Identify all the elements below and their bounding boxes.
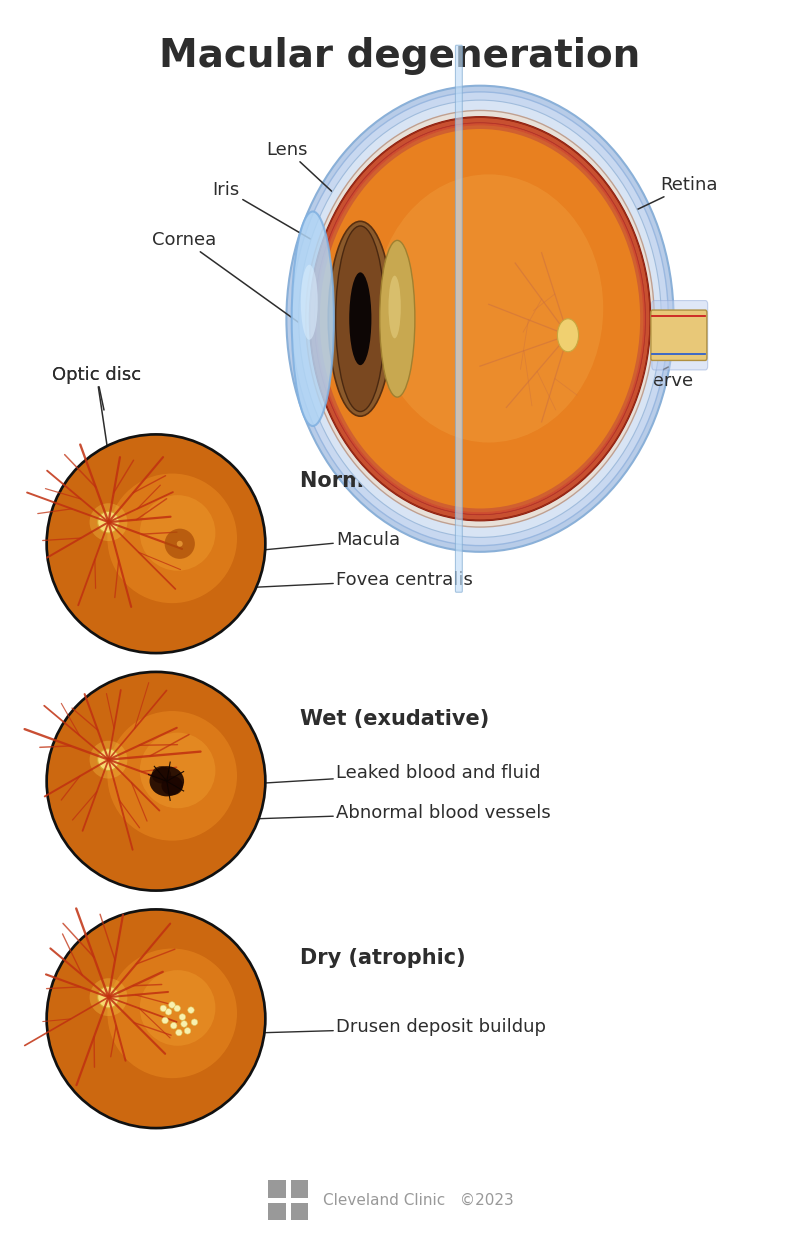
Ellipse shape [140, 495, 215, 571]
Ellipse shape [152, 766, 171, 784]
Ellipse shape [558, 319, 578, 351]
Ellipse shape [170, 1022, 177, 1029]
Ellipse shape [150, 766, 184, 796]
FancyBboxPatch shape [651, 310, 707, 360]
Ellipse shape [191, 1019, 198, 1025]
FancyBboxPatch shape [652, 300, 708, 370]
Ellipse shape [162, 776, 183, 795]
Ellipse shape [90, 504, 127, 541]
Text: Dry (atrophic): Dry (atrophic) [300, 948, 466, 968]
Bar [290, 1202, 308, 1220]
Ellipse shape [48, 436, 264, 651]
Text: Retina: Retina [624, 176, 718, 215]
Ellipse shape [165, 529, 195, 559]
Text: Cleveland Clinic   ©2023: Cleveland Clinic ©2023 [322, 1194, 514, 1209]
Text: Iris: Iris [213, 181, 368, 272]
Ellipse shape [184, 1028, 190, 1034]
Text: Optic nerve: Optic nerve [588, 368, 693, 390]
Ellipse shape [298, 100, 662, 538]
Ellipse shape [166, 1009, 172, 1015]
Ellipse shape [107, 474, 237, 604]
Ellipse shape [292, 92, 668, 545]
Text: Optic disc: Optic disc [52, 366, 141, 484]
Text: Abnormal blood vessels: Abnormal blood vessels [220, 804, 550, 821]
Text: Cornea: Cornea [152, 231, 323, 340]
Ellipse shape [98, 986, 119, 1008]
Ellipse shape [160, 1005, 166, 1011]
Text: Lens: Lens [266, 141, 398, 252]
Ellipse shape [46, 908, 266, 1130]
Ellipse shape [140, 732, 215, 809]
Ellipse shape [188, 1006, 194, 1014]
Text: Leaked blood and fluid: Leaked blood and fluid [232, 764, 541, 785]
Bar [290, 1180, 308, 1198]
Bar [268, 1202, 286, 1220]
Ellipse shape [336, 226, 385, 411]
Bar [268, 1180, 286, 1198]
Ellipse shape [380, 240, 415, 398]
Text: Normal retina: Normal retina [300, 471, 463, 491]
Ellipse shape [140, 970, 215, 1046]
Text: Drusen deposit buildup: Drusen deposit buildup [228, 1019, 546, 1036]
Ellipse shape [98, 749, 119, 770]
Ellipse shape [301, 265, 318, 340]
Ellipse shape [174, 1005, 181, 1011]
Ellipse shape [292, 211, 334, 426]
Ellipse shape [107, 949, 237, 1079]
Text: Macula: Macula [236, 531, 400, 552]
Ellipse shape [310, 118, 650, 520]
Ellipse shape [48, 674, 264, 889]
Text: Optic disc: Optic disc [52, 366, 141, 410]
Ellipse shape [176, 1029, 182, 1036]
Ellipse shape [310, 116, 650, 521]
Text: Macular degeneration: Macular degeneration [159, 38, 641, 75]
Ellipse shape [328, 221, 392, 416]
Ellipse shape [374, 174, 603, 442]
Ellipse shape [46, 432, 266, 655]
Ellipse shape [90, 979, 127, 1016]
Ellipse shape [48, 911, 264, 1126]
Ellipse shape [179, 1014, 186, 1020]
Ellipse shape [162, 1017, 168, 1024]
Ellipse shape [46, 670, 266, 892]
Text: Fovea centralis: Fovea centralis [224, 571, 473, 589]
Ellipse shape [306, 110, 654, 528]
Ellipse shape [107, 711, 237, 841]
Ellipse shape [177, 541, 182, 546]
Ellipse shape [286, 86, 674, 551]
Ellipse shape [90, 741, 127, 779]
Ellipse shape [98, 511, 119, 532]
Ellipse shape [389, 276, 401, 339]
Ellipse shape [320, 129, 640, 509]
Ellipse shape [314, 122, 646, 515]
Ellipse shape [350, 272, 371, 365]
Text: Wet (exudative): Wet (exudative) [300, 709, 490, 729]
Ellipse shape [181, 1021, 187, 1028]
FancyBboxPatch shape [455, 45, 462, 592]
Ellipse shape [169, 1001, 175, 1009]
